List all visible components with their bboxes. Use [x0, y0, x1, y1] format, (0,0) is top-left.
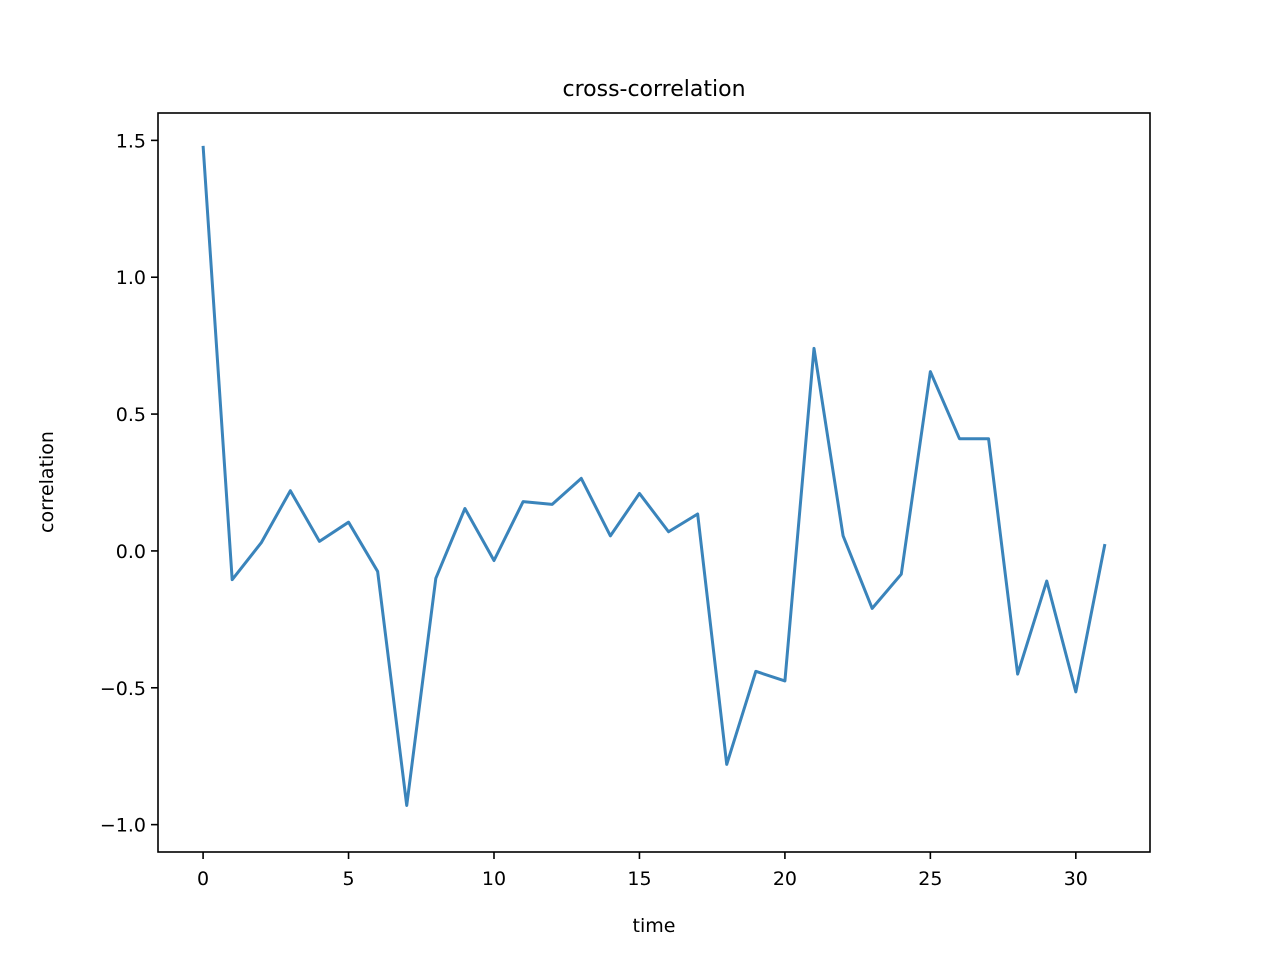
x-tick-label: 25: [918, 868, 942, 890]
x-axis-label: time: [633, 915, 676, 937]
y-axis-ticks: −1.0 −0.5 0.0 0.5 1.0 1.5: [100, 130, 158, 837]
x-tick-label: 0: [197, 868, 209, 890]
y-tick-label: −1.0: [100, 815, 146, 837]
x-tick-label: 5: [342, 868, 354, 890]
x-axis-ticks: 0 5 10 15 20 25 30: [197, 852, 1088, 890]
y-tick-label: −0.5: [100, 678, 146, 700]
axes-frame: [157, 112, 1151, 853]
x-tick-label: 10: [482, 868, 506, 890]
y-tick-label: 0.0: [116, 541, 146, 563]
series-line: [201, 145, 1107, 807]
y-tick-label: 1.0: [116, 267, 146, 289]
y-tick-label: 1.5: [116, 130, 146, 152]
x-tick-label: 30: [1064, 868, 1088, 890]
chart-title: cross-correlation: [562, 77, 745, 102]
y-axis-label: correlation: [36, 431, 58, 533]
x-tick-label: 20: [773, 868, 797, 890]
y-tick-label: 0.5: [116, 404, 146, 426]
plot-area: [201, 145, 1107, 807]
x-tick-label: 15: [627, 868, 651, 890]
